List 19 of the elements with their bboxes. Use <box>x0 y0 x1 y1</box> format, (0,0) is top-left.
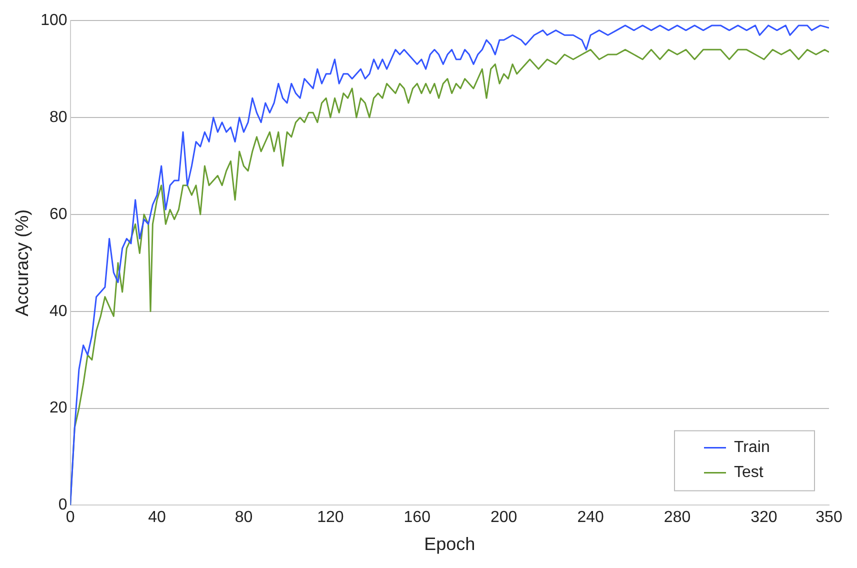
y-axis-title: Accuracy (%) <box>12 209 32 316</box>
x-tick-label: 80 <box>234 509 253 526</box>
y-tick-label: 0 <box>58 496 68 514</box>
y-tick-label: 60 <box>50 206 68 223</box>
x-axis-title: Epoch <box>424 534 476 554</box>
legend-label: Train <box>734 439 770 456</box>
x-tick-label: 160 <box>404 509 431 526</box>
x-tick-label: 120 <box>317 509 344 526</box>
y-tick-label: 20 <box>50 400 68 417</box>
y-tick-label: 80 <box>50 108 68 126</box>
x-tick-label: 350 <box>816 509 842 526</box>
x-tick-label: 240 <box>577 509 604 526</box>
x-tick-label: 280 <box>664 509 691 526</box>
legend-label: Test <box>734 464 764 482</box>
y-tick-label: 40 <box>50 302 68 320</box>
x-tick-label: 320 <box>750 509 778 526</box>
x-tick-label: 40 <box>148 509 166 526</box>
y-tick-label: 100 <box>40 12 68 30</box>
x-tick-label: 200 <box>490 509 518 526</box>
